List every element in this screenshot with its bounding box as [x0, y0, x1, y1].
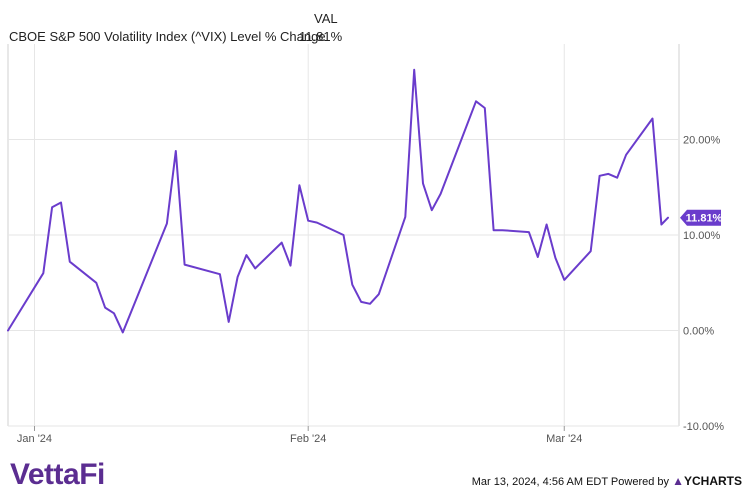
x-tick-label: Jan '24: [17, 433, 52, 445]
legend-series-label: CBOE S&P 500 Volatility Index (^VIX) Lev…: [9, 29, 326, 44]
y-tick-label: -10.00%: [683, 421, 724, 433]
y-tick-label: 0.00%: [683, 326, 714, 338]
x-tick-label: Mar '24: [546, 433, 582, 445]
ycharts-logo-text: YCHARTS: [683, 474, 742, 488]
x-tick-label: Feb '24: [290, 433, 326, 445]
y-tick-label: 10.00%: [683, 230, 721, 242]
legend-header: VAL: [314, 11, 338, 26]
series-line: [7, 68, 669, 334]
footer: Mar 13, 2024, 4:56 AM EDT Powered by ▲YC…: [472, 474, 742, 488]
ycharts-logo: ▲YCHARTS: [672, 474, 742, 488]
legend-series-row: CBOE S&P 500 Volatility Index (^VIX) Lev…: [9, 29, 342, 44]
legend-series-value: 11.81%: [299, 29, 343, 44]
footer-timestamp: Mar 13, 2024, 4:56 AM EDT Powered by: [471, 476, 670, 488]
last-value-badge: [680, 209, 721, 226]
vettafi-logo: VettaFi: [10, 458, 105, 491]
last-value-label: 11.81%: [686, 213, 723, 225]
ycharts-logo-mark: ▲: [672, 474, 684, 488]
y-tick-label: 20.00%: [683, 135, 721, 147]
